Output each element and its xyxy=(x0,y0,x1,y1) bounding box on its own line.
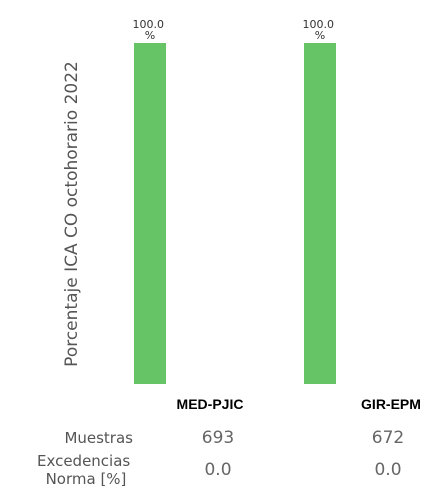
bar-value-unit-med-pjic: % xyxy=(145,29,155,42)
category-label-med-pjic: MED-PJIC xyxy=(177,396,244,412)
muestras-value-gir-epm: 672 xyxy=(372,428,404,448)
y-axis-label: Porcentaje ICA CO octohorario 2022 xyxy=(62,61,82,367)
muestras-value-med-pjic: 693 xyxy=(202,428,234,448)
row-label-excedencias: Excedencias Norma [%] xyxy=(37,452,135,488)
row-label-excedencias-line-2: Norma [%] xyxy=(46,470,127,488)
bar-value-label-gir-epm: 100.0 % xyxy=(303,18,338,42)
row-label-excedencias-line-1: Excedencias xyxy=(37,452,130,470)
bar-value-number-gir-epm: 100.0 xyxy=(303,18,335,31)
excedencias-value-med-pjic: 0.0 xyxy=(204,460,231,480)
row-label-muestras: Muestras xyxy=(64,429,133,447)
bar-value-unit-gir-epm: % xyxy=(315,29,325,42)
category-label-gir-epm: GIR-EPM xyxy=(361,396,421,412)
bar-value-number-med-pjic: 100.0 xyxy=(133,18,165,31)
bar-gir-epm xyxy=(304,43,336,384)
bar-med-pjic xyxy=(134,43,166,384)
row-label-muestras-line: Muestras xyxy=(64,429,133,447)
bar-value-label-med-pjic: 100.0 % xyxy=(133,18,168,42)
excedencias-value-gir-epm: 0.0 xyxy=(374,460,401,480)
